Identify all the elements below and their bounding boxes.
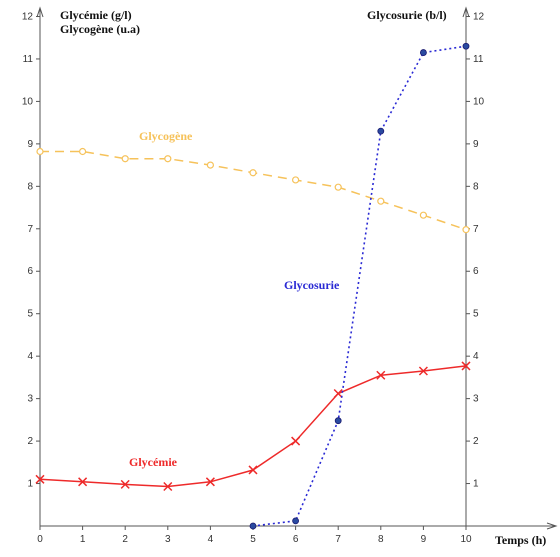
right-y-tick-label: 5 — [473, 309, 479, 320]
series-line-glycosurie — [252, 45, 467, 527]
x-tick-label: 1 — [80, 534, 86, 545]
left-axis-title-line1: Glycémie (g/l) — [60, 8, 132, 22]
series-glycemie — [35, 361, 471, 492]
left-y-tick-label: 10 — [22, 96, 34, 107]
right-y-tick-label: 9 — [473, 139, 479, 150]
x-tick-label: 2 — [122, 534, 128, 545]
series-label-glycogene: Glycogène — [139, 129, 193, 143]
x-tick-label: 4 — [208, 534, 214, 545]
x-tick-label: 6 — [293, 534, 299, 545]
data-point-glycogene — [334, 183, 342, 191]
data-point-glycemie — [78, 477, 88, 487]
x-tick-label: 8 — [378, 534, 384, 545]
left-y-tick-label: 2 — [27, 436, 33, 447]
data-point-glycosurie — [462, 42, 470, 50]
left-y-tick-label: 6 — [27, 266, 33, 277]
x-tick-label: 9 — [421, 534, 427, 545]
right-y-tick-label: 10 — [473, 96, 485, 107]
left-y-tick-label: 4 — [27, 351, 33, 362]
data-point-glycemie — [205, 477, 215, 487]
x-tick-label: 3 — [165, 534, 171, 545]
data-point-glycogene — [292, 176, 300, 184]
series-glycogene — [36, 147, 470, 234]
right-y-tick-label: 8 — [473, 181, 479, 192]
right-y-tick-label: 7 — [473, 224, 479, 235]
right-y-tick-label: 4 — [473, 351, 479, 362]
data-point-glycogene — [377, 197, 385, 205]
left-y-axis-arrow — [36, 6, 44, 18]
data-point-glycogene — [206, 161, 214, 169]
left-y-tick-label: 12 — [22, 11, 34, 22]
data-point-glycogene — [419, 211, 427, 219]
right-y-tick-label: 6 — [473, 266, 479, 277]
left-y-tick-label: 11 — [23, 54, 34, 65]
data-point-glycogene — [462, 226, 470, 234]
data-point-glycemie — [418, 366, 428, 376]
data-point-glycosurie — [292, 517, 300, 525]
titles: Glycémie (g/l) Glycogène (u.a) Glycosuri… — [60, 8, 546, 547]
data-point-glycosurie — [249, 522, 257, 530]
series-layer — [35, 42, 471, 530]
data-point-glycosurie — [419, 49, 427, 56]
left-y-tick-label: 3 — [27, 394, 33, 405]
data-point-glycemie — [376, 370, 386, 380]
data-point-glycemie — [291, 436, 301, 446]
data-point-glycemie — [333, 388, 343, 399]
left-y-tick-label: 5 — [27, 309, 33, 320]
left-y-tick-label: 1 — [27, 479, 33, 490]
x-axis-title: Temps (h) — [495, 533, 546, 547]
left-axis-title-line2: Glycogène (u.a) — [60, 22, 140, 36]
series-line-glycemie — [39, 365, 467, 488]
right-y-tick-label: 1 — [473, 479, 479, 490]
data-point-glycemie — [163, 481, 173, 492]
left-y-tick-label: 7 — [27, 224, 33, 235]
right-y-tick-label: 11 — [473, 54, 484, 65]
right-axis-title: Glycosurie (b/l) — [367, 8, 447, 22]
data-point-glycemie — [35, 474, 45, 484]
x-tick-label: 7 — [335, 534, 341, 545]
right-y-tick-label: 12 — [473, 11, 485, 22]
series-label-glycosurie: Glycosurie — [284, 278, 340, 292]
data-point-glycosurie — [334, 417, 342, 425]
x-axis-arrow — [546, 522, 558, 530]
data-point-glycogene — [36, 147, 44, 156]
series-label-glycemie: Glycémie — [129, 455, 178, 469]
x-tick-label: 10 — [460, 534, 472, 545]
x-tick-label: 0 — [37, 534, 43, 545]
series-glycosurie — [249, 42, 470, 530]
left-y-tick-label: 9 — [27, 139, 33, 150]
data-point-glycogene — [78, 147, 87, 156]
data-point-glycogene — [121, 155, 129, 163]
data-point-glycogene — [249, 169, 257, 177]
series-line-glycogene — [40, 150, 467, 231]
left-y-tick-label: 8 — [27, 181, 33, 192]
data-point-glycosurie — [377, 127, 385, 135]
right-y-tick-label: 3 — [473, 394, 479, 405]
data-point-glycemie — [248, 465, 258, 475]
data-point-glycemie — [120, 479, 130, 489]
data-point-glycemie — [461, 361, 471, 371]
x-tick-label: 5 — [250, 534, 256, 545]
right-y-axis-arrow — [462, 6, 470, 18]
right-y-tick-label: 2 — [473, 436, 479, 447]
data-point-glycogene — [164, 155, 172, 163]
axes — [36, 6, 558, 530]
